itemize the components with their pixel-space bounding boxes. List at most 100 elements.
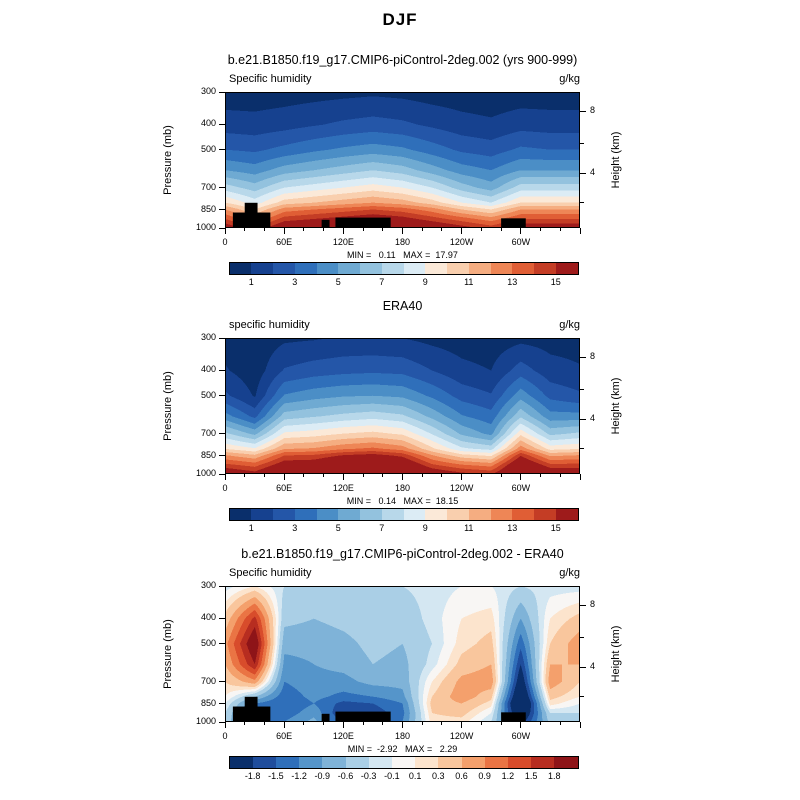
x-tick-label: 120E: [332, 237, 354, 247]
x-tick: [461, 228, 463, 234]
colorbar-segment: [316, 509, 339, 520]
colorbar-tick-label: 0.1: [408, 771, 422, 781]
x-tick: [520, 228, 522, 234]
colorbar-segment: [554, 757, 578, 768]
colorbar-segment: [338, 263, 360, 274]
pressure-tick-label: 400: [200, 612, 216, 623]
height-axis-label: Height (km): [610, 625, 622, 683]
colorbar-tick-label: 15: [550, 523, 561, 533]
height-minor-tick: [580, 695, 584, 697]
pressure-tick-label: 400: [200, 118, 216, 129]
pressure-tick: [219, 721, 225, 723]
colorbar-segment: [322, 757, 346, 768]
x-tick: [461, 474, 463, 480]
colorbar-tick-label: -0.9: [314, 771, 331, 781]
plot-canvas: [225, 338, 580, 474]
pressure-tick: [219, 149, 225, 151]
pressure-tick: [219, 643, 225, 645]
height-tick: [580, 418, 586, 420]
x-minor-tick: [323, 228, 325, 231]
x-tick: [520, 474, 522, 480]
height-minor-tick: [580, 201, 584, 203]
colorbar-segment: [294, 263, 317, 274]
colorbar-segment: [229, 509, 252, 520]
colorbar-segment: [273, 509, 295, 520]
colorbar-tick-label: 1: [248, 277, 254, 287]
pressure-tick-label: 850: [200, 449, 216, 460]
colorbar-tick-label: 15: [550, 277, 561, 287]
colorbar-tick-label: -0.6: [337, 771, 354, 781]
colorbar-segment: [252, 757, 276, 768]
x-minor-tick: [500, 228, 502, 231]
x-minor-tick: [540, 474, 542, 477]
x-minor-tick: [382, 474, 384, 477]
figure-title: DJF: [382, 10, 418, 29]
pressure-tick-label: 500: [200, 637, 216, 648]
x-tick-label: 120W: [449, 237, 474, 247]
x-tick-label: 60E: [276, 483, 293, 493]
colorbar-tick-label: 13: [507, 277, 518, 287]
pressure-tick-label: 300: [200, 580, 216, 590]
colorbar-segment: [294, 509, 317, 520]
colorbar-segment: [555, 509, 578, 520]
colorbar-tick-label: 3: [292, 277, 298, 287]
units-label: g/kg: [559, 319, 580, 331]
colorbar-segment: [415, 757, 439, 768]
x-tick: [402, 228, 403, 234]
colorbar-tick-label: 1.8: [548, 771, 561, 781]
x-minor-tick: [244, 228, 246, 231]
pressure-tick: [219, 209, 225, 211]
x-minor-tick: [441, 722, 443, 725]
colorbar-segment: [251, 263, 273, 274]
x-tick-label: 0: [222, 483, 228, 493]
colorbar-segment: [299, 757, 323, 768]
pressure-tick: [219, 585, 225, 587]
pressure-axis-label: Pressure (mb): [162, 619, 174, 689]
pressure-tick: [219, 703, 225, 705]
panel-title: b.e21.B1850.f19_g17.CMIP6-piControl-2deg…: [227, 53, 578, 67]
x-tick: [283, 474, 285, 480]
x-minor-tick: [480, 228, 482, 231]
colorbar-segment: [273, 263, 295, 274]
x-tick-label: 0: [222, 731, 228, 741]
x-tick: [224, 474, 226, 480]
colorbar-tick-label: -1.2: [291, 771, 307, 781]
x-minor-tick: [382, 228, 384, 231]
colorbar-segment: [512, 263, 534, 274]
pressure-tick: [219, 369, 225, 371]
colorbar-segment: [534, 509, 556, 520]
pressure-tick-label: 400: [200, 364, 216, 375]
x-tick: [283, 722, 285, 728]
x-tick: [579, 228, 581, 234]
height-tick-label: 8: [590, 105, 596, 116]
field-label: specific humidity: [229, 319, 310, 331]
pressure-tick-label: 300: [200, 332, 216, 342]
colorbar-segment: [490, 509, 513, 520]
colorbar-segment: [229, 263, 252, 274]
x-minor-tick: [323, 722, 325, 725]
x-tick: [402, 474, 403, 480]
x-tick: [342, 722, 344, 728]
x-minor-tick: [421, 228, 423, 231]
colorbar: [228, 262, 579, 275]
pressure-tick-label: 700: [200, 675, 216, 686]
x-minor-tick: [362, 228, 364, 231]
colorbar-segment: [316, 263, 339, 274]
x-minor-tick: [441, 474, 443, 477]
x-tick: [461, 722, 463, 728]
plot-canvas: [225, 92, 580, 228]
x-tick-label: 60E: [276, 731, 293, 741]
colorbar-tick-label: 1.5: [524, 771, 538, 781]
x-tick-label: 0: [222, 237, 228, 247]
colorbar-segment: [425, 509, 447, 520]
units-label: g/kg: [559, 73, 580, 85]
plot-canvas: [225, 586, 580, 722]
height-tick-label: 4: [590, 661, 596, 672]
colorbar-segment: [251, 509, 273, 520]
x-tick: [224, 228, 226, 234]
colorbar-tick-label: 0.3: [432, 771, 445, 781]
colorbar-tick-label: 9: [422, 523, 428, 533]
colorbar-tick-label: 1: [248, 523, 254, 533]
